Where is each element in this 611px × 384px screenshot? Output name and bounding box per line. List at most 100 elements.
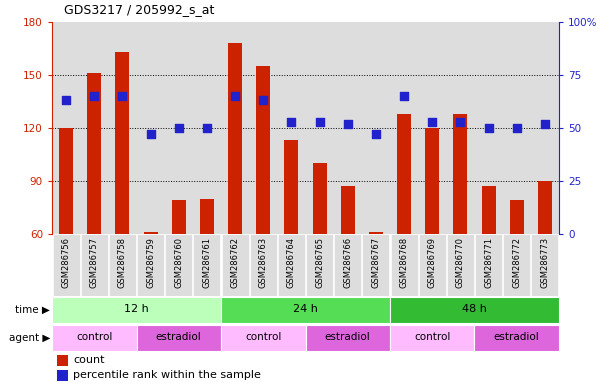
Text: GSM286763: GSM286763	[258, 237, 268, 288]
Point	[145, 131, 155, 137]
Bar	[362, 22, 390, 234]
Bar	[306, 234, 333, 296]
Bar	[531, 22, 559, 234]
Bar	[503, 234, 530, 296]
Text: GSM286772: GSM286772	[512, 237, 521, 288]
Bar	[136, 325, 221, 351]
Bar	[453, 114, 467, 234]
Bar	[57, 355, 68, 366]
Bar	[52, 22, 80, 234]
Text: count: count	[73, 356, 105, 366]
Bar	[115, 52, 130, 234]
Bar	[390, 234, 417, 296]
Bar	[52, 297, 221, 323]
Text: GSM286769: GSM286769	[428, 237, 437, 288]
Text: GSM286757: GSM286757	[90, 237, 99, 288]
Text: control: control	[76, 333, 112, 343]
Bar	[538, 181, 552, 234]
Text: estradiol: estradiol	[325, 333, 371, 343]
Bar	[57, 370, 68, 381]
Bar	[108, 22, 136, 234]
Bar	[390, 325, 475, 351]
Text: GSM286764: GSM286764	[287, 237, 296, 288]
Bar	[390, 22, 418, 234]
Text: control: control	[245, 333, 282, 343]
Point	[540, 121, 550, 127]
Text: GSM286759: GSM286759	[146, 237, 155, 288]
Bar	[390, 297, 559, 323]
Bar	[306, 22, 334, 234]
Bar	[419, 234, 446, 296]
Bar	[397, 114, 411, 234]
Bar	[221, 297, 390, 323]
Bar	[52, 325, 136, 351]
Bar	[249, 22, 277, 234]
Bar	[362, 234, 389, 296]
Bar	[510, 200, 524, 234]
Text: GSM286756: GSM286756	[62, 237, 71, 288]
Bar	[194, 234, 221, 296]
Text: percentile rank within the sample: percentile rank within the sample	[73, 371, 261, 381]
Bar	[109, 234, 136, 296]
Bar	[446, 22, 475, 234]
Bar	[81, 234, 108, 296]
Bar	[475, 234, 502, 296]
Bar	[447, 234, 474, 296]
Bar	[137, 234, 164, 296]
Text: GDS3217 / 205992_s_at: GDS3217 / 205992_s_at	[64, 3, 214, 16]
Text: GSM286768: GSM286768	[400, 237, 409, 288]
Text: 12 h: 12 h	[124, 305, 149, 314]
Text: GSM286762: GSM286762	[230, 237, 240, 288]
Point	[174, 125, 184, 131]
Text: GSM286766: GSM286766	[343, 237, 353, 288]
Bar	[481, 186, 496, 234]
Bar	[341, 186, 355, 234]
Bar	[277, 22, 306, 234]
Bar	[256, 66, 270, 234]
Bar	[278, 234, 305, 296]
Bar	[503, 22, 531, 234]
Point	[230, 93, 240, 99]
Bar	[532, 234, 558, 296]
Bar	[59, 128, 73, 234]
Bar	[165, 234, 192, 296]
Bar	[87, 73, 101, 234]
Text: GSM286770: GSM286770	[456, 237, 465, 288]
Bar	[284, 141, 298, 234]
Bar	[475, 22, 503, 234]
Bar	[53, 234, 79, 296]
Point	[117, 93, 127, 99]
Point	[399, 93, 409, 99]
Text: GSM286771: GSM286771	[484, 237, 493, 288]
Bar	[425, 128, 439, 234]
Text: 24 h: 24 h	[293, 305, 318, 314]
Point	[89, 93, 99, 99]
Text: GSM286765: GSM286765	[315, 237, 324, 288]
Point	[484, 125, 494, 131]
Point	[456, 119, 466, 125]
Point	[371, 131, 381, 137]
Bar	[80, 22, 108, 234]
Bar	[144, 232, 158, 234]
Bar	[200, 199, 214, 234]
Point	[315, 119, 324, 125]
Text: GSM286767: GSM286767	[371, 237, 381, 288]
Text: time ▶: time ▶	[15, 305, 50, 315]
Text: agent ▶: agent ▶	[9, 333, 50, 343]
Point	[202, 125, 212, 131]
Text: GSM286773: GSM286773	[540, 237, 549, 288]
Point	[427, 119, 437, 125]
Bar	[313, 163, 327, 234]
Bar	[165, 22, 193, 234]
Point	[61, 98, 71, 104]
Bar	[222, 234, 249, 296]
Text: estradiol: estradiol	[494, 333, 540, 343]
Text: 48 h: 48 h	[462, 305, 487, 314]
Bar	[221, 22, 249, 234]
Bar	[475, 325, 559, 351]
Point	[287, 119, 296, 125]
Bar	[221, 325, 306, 351]
Point	[258, 98, 268, 104]
Text: GSM286760: GSM286760	[174, 237, 183, 288]
Bar	[193, 22, 221, 234]
